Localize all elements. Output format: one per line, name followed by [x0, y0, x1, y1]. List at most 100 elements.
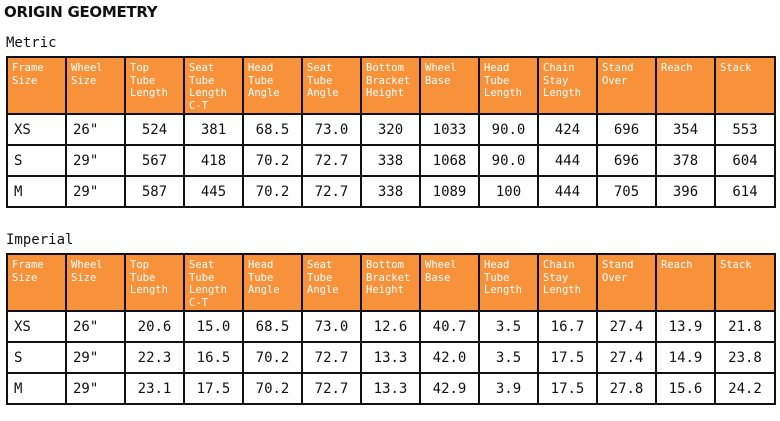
column-header-line: Frame [12, 259, 44, 271]
column-header-line: C-T [189, 296, 208, 309]
table-cell: 70.2 [242, 175, 303, 208]
table-cell: 23.8 [714, 341, 776, 374]
column-header-line: Tube [189, 74, 215, 87]
table-cell: 444 [537, 144, 598, 177]
column-header-line: Stay [543, 74, 569, 87]
column-header-line: Length [189, 87, 227, 99]
column-header: Bottom Bracket Height [360, 253, 421, 312]
column-header: Seat Tube Angle [301, 56, 362, 115]
column-header-line: Length [130, 284, 168, 296]
table-cell: 72.7 [301, 144, 362, 177]
table-cell: 381 [183, 113, 244, 146]
table-cell: 14.9 [655, 341, 716, 374]
frame-size-cell: M [6, 372, 67, 405]
column-header: Seat Tube Angle [301, 253, 362, 312]
column-header-line: Reach [661, 62, 693, 74]
column-header-line: Reach [661, 259, 693, 271]
wheel-size-cell: 29" [65, 341, 126, 374]
column-header-line: Over [602, 74, 628, 87]
column-header: Wheel Size [65, 56, 126, 115]
column-header: Stand Over [596, 56, 657, 115]
column-header-line: Tube [189, 271, 215, 284]
column-header-line: Length [484, 87, 522, 99]
table-cell: 68.5 [242, 310, 303, 343]
column-header-line: Angle [248, 284, 280, 296]
table-cell: 587 [124, 175, 185, 208]
table-cell: 614 [714, 175, 776, 208]
frame-size-cell: M [6, 175, 67, 208]
column-header: Stack [714, 56, 776, 115]
table-cell: 68.5 [242, 113, 303, 146]
column-header: Head Tube Length [478, 56, 539, 115]
table-cell: 42.0 [419, 341, 480, 374]
column-header-line: Tube [307, 271, 333, 284]
column-header-line: Bottom [366, 259, 404, 271]
table-cell: 378 [655, 144, 716, 177]
table-cell: 3.5 [478, 310, 539, 343]
wheel-size-cell: 29" [65, 175, 126, 208]
table-cell: 27.4 [596, 310, 657, 343]
column-header-line: Head [248, 259, 274, 271]
table-row: XS 26" 524 381 68.5 73.0 320 1033 90.0 424 696 354 5… [6, 113, 776, 146]
table-row: M 29" 23.1 17.5 70.2 72.7 13.3 42.9 3.9 17.5 27.8 1… [6, 372, 776, 405]
column-header-line: Length [189, 284, 227, 296]
frame-size-cell: XS [6, 113, 67, 146]
column-header-line: Tube [248, 271, 274, 284]
table-cell: 70.2 [242, 372, 303, 405]
column-header: Head Tube Angle [242, 56, 303, 115]
table-cell: 73.0 [301, 310, 362, 343]
table-cell: 567 [124, 144, 185, 177]
table-cell: 15.0 [183, 310, 244, 343]
column-header: Chain Stay Length [537, 56, 598, 115]
column-header-line: Tube [484, 271, 510, 284]
table-cell: 320 [360, 113, 421, 146]
wheel-size-cell: 26" [65, 113, 126, 146]
table-cell: 72.7 [301, 175, 362, 208]
column-header: Wheel Size [65, 253, 126, 312]
column-header: Head Tube Length [478, 253, 539, 312]
column-header-line: Wheel [71, 259, 103, 271]
metric-section-label: Metric [6, 35, 57, 51]
column-header: Seat Tube Length C-T [183, 56, 244, 115]
table-row: S 29" 567 418 70.2 72.7 338 1068 90.0 444 696 378 60… [6, 144, 776, 177]
table-row: S 29" 22.3 16.5 70.2 72.7 13.3 42.0 3.5 17.5 27.4 1… [6, 341, 776, 374]
wheel-size-cell: 26" [65, 310, 126, 343]
column-header: Chain Stay Length [537, 253, 598, 312]
table-cell: 73.0 [301, 113, 362, 146]
table-cell: 3.5 [478, 341, 539, 374]
column-header-line: Bracket [366, 271, 411, 284]
column-header-line: Tube [130, 74, 156, 87]
column-header-line: Seat [307, 259, 333, 271]
column-header-line: Tube [307, 74, 333, 87]
table-cell: 696 [596, 144, 657, 177]
table-cell: 16.7 [537, 310, 598, 343]
table-cell: 705 [596, 175, 657, 208]
table-cell: 553 [714, 113, 776, 146]
imperial-geometry-table: Frame Size Wheel Size Top Tube Length Seat Tube L… [6, 253, 776, 405]
column-header-line: Wheel [425, 62, 457, 74]
table-cell: 23.1 [124, 372, 185, 405]
table-cell: 444 [537, 175, 598, 208]
table-cell: 696 [596, 113, 657, 146]
table-cell: 20.6 [124, 310, 185, 343]
column-header-line: Angle [248, 87, 280, 99]
column-header: Stand Over [596, 253, 657, 312]
table-cell: 72.7 [301, 341, 362, 374]
column-header: Top Tube Length [124, 56, 185, 115]
table-cell: 24.2 [714, 372, 776, 405]
table-cell: 1068 [419, 144, 480, 177]
column-header-line: Wheel [71, 62, 103, 74]
column-header-line: Height [366, 284, 404, 296]
column-header: Wheel Base [419, 253, 480, 312]
table-cell: 15.6 [655, 372, 716, 405]
column-header: Frame Size [6, 253, 67, 312]
table-cell: 16.5 [183, 341, 244, 374]
column-header-line: Frame [12, 62, 44, 74]
wheel-size-cell: 29" [65, 144, 126, 177]
column-header-line: Top [130, 259, 149, 271]
table-cell: 27.4 [596, 341, 657, 374]
column-header-line: Length [130, 87, 168, 99]
table-cell: 524 [124, 113, 185, 146]
header-row: Frame Size Wheel Size Top Tube Length Seat Tube L… [6, 253, 776, 312]
column-header-line: Size [71, 271, 97, 284]
